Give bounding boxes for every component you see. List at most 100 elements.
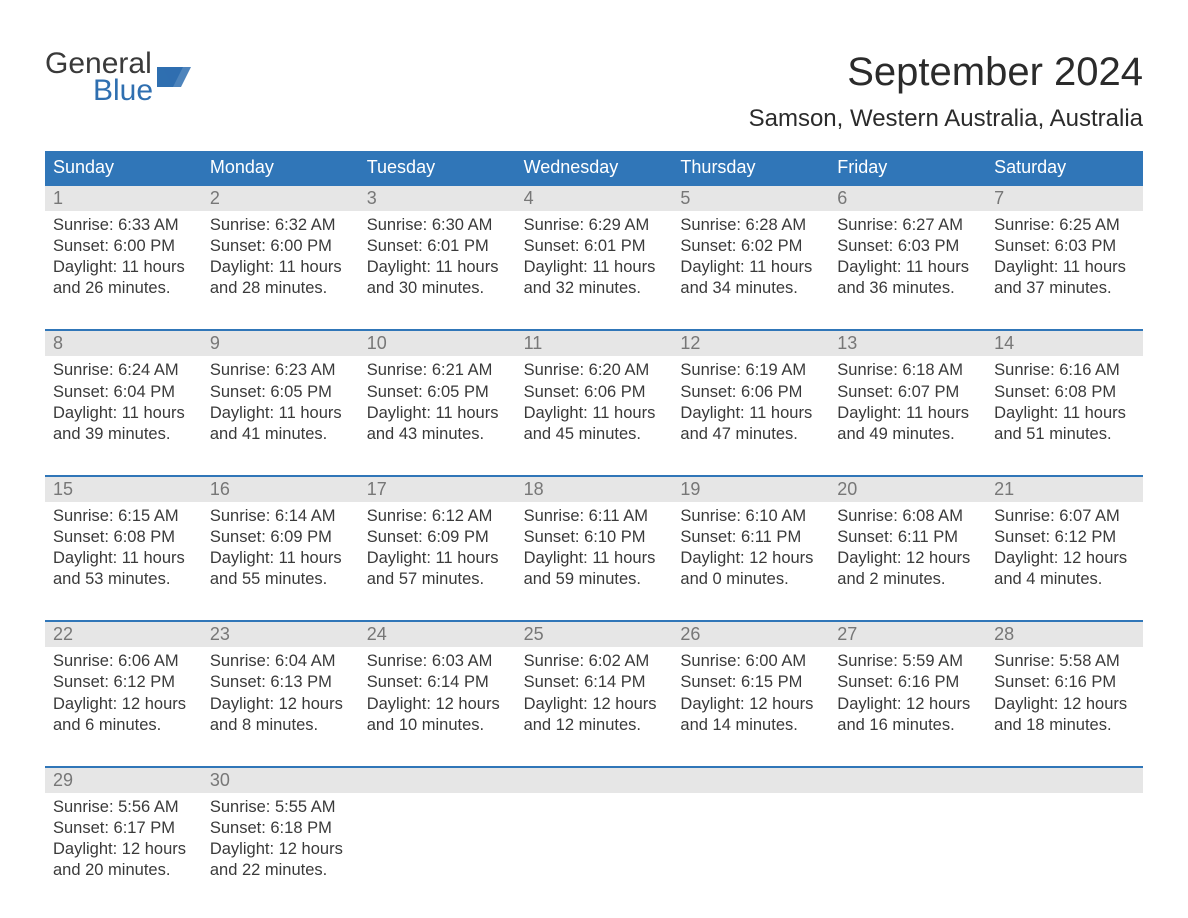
sunrise-text: Sunrise: 6:02 AM xyxy=(524,651,665,672)
daylight-text-line2: and 34 minutes. xyxy=(680,278,821,299)
day-cell: Sunrise: 6:33 AMSunset: 6:00 PMDaylight:… xyxy=(45,211,202,301)
day-number: 28 xyxy=(986,622,1143,647)
day-cell: Sunrise: 5:56 AMSunset: 6:17 PMDaylight:… xyxy=(45,793,202,883)
sunrise-text: Sunrise: 6:21 AM xyxy=(367,360,508,381)
week-row: 891011121314Sunrise: 6:24 AMSunset: 6:04… xyxy=(45,329,1143,446)
day-number: 7 xyxy=(986,186,1143,211)
day-number: 6 xyxy=(829,186,986,211)
daylight-text-line2: and 49 minutes. xyxy=(837,424,978,445)
weekday-header: Monday xyxy=(202,151,359,184)
sunset-text: Sunset: 6:04 PM xyxy=(53,382,194,403)
sunset-text: Sunset: 6:00 PM xyxy=(53,236,194,257)
day-cell xyxy=(829,793,986,883)
daylight-text-line1: Daylight: 12 hours xyxy=(53,694,194,715)
daylight-text-line1: Daylight: 11 hours xyxy=(837,403,978,424)
day-cell: Sunrise: 6:24 AMSunset: 6:04 PMDaylight:… xyxy=(45,356,202,446)
daylight-text-line1: Daylight: 12 hours xyxy=(367,694,508,715)
daylight-text-line1: Daylight: 12 hours xyxy=(994,694,1135,715)
day-cell: Sunrise: 6:21 AMSunset: 6:05 PMDaylight:… xyxy=(359,356,516,446)
sunset-text: Sunset: 6:00 PM xyxy=(210,236,351,257)
daynum-band: 15161718192021 xyxy=(45,477,1143,502)
sunrise-text: Sunrise: 6:14 AM xyxy=(210,506,351,527)
sunset-text: Sunset: 6:17 PM xyxy=(53,818,194,839)
day-number: 14 xyxy=(986,331,1143,356)
sunset-text: Sunset: 6:11 PM xyxy=(680,527,821,548)
day-cell: Sunrise: 5:59 AMSunset: 6:16 PMDaylight:… xyxy=(829,647,986,737)
daylight-text-line1: Daylight: 11 hours xyxy=(367,403,508,424)
day-number xyxy=(359,768,516,793)
day-number: 19 xyxy=(672,477,829,502)
daylight-text-line2: and 20 minutes. xyxy=(53,860,194,881)
daylight-text-line2: and 47 minutes. xyxy=(680,424,821,445)
day-number: 8 xyxy=(45,331,202,356)
day-number: 23 xyxy=(202,622,359,647)
daylight-text-line2: and 0 minutes. xyxy=(680,569,821,590)
sunset-text: Sunset: 6:09 PM xyxy=(210,527,351,548)
weekday-header: Friday xyxy=(829,151,986,184)
daylight-text-line2: and 2 minutes. xyxy=(837,569,978,590)
daylight-text-line2: and 39 minutes. xyxy=(53,424,194,445)
daylight-text-line1: Daylight: 11 hours xyxy=(210,257,351,278)
day-cell: Sunrise: 6:25 AMSunset: 6:03 PMDaylight:… xyxy=(986,211,1143,301)
sunrise-text: Sunrise: 6:00 AM xyxy=(680,651,821,672)
day-cell: Sunrise: 6:19 AMSunset: 6:06 PMDaylight:… xyxy=(672,356,829,446)
daylight-text-line1: Daylight: 12 hours xyxy=(210,839,351,860)
daylight-text-line1: Daylight: 11 hours xyxy=(994,257,1135,278)
day-cell: Sunrise: 6:16 AMSunset: 6:08 PMDaylight:… xyxy=(986,356,1143,446)
day-cell xyxy=(359,793,516,883)
daylight-text-line1: Daylight: 11 hours xyxy=(837,257,978,278)
logo-flag-icon xyxy=(157,65,191,92)
sunrise-text: Sunrise: 6:28 AM xyxy=(680,215,821,236)
daylight-text-line2: and 55 minutes. xyxy=(210,569,351,590)
daylight-text-line1: Daylight: 11 hours xyxy=(53,548,194,569)
sunrise-text: Sunrise: 6:03 AM xyxy=(367,651,508,672)
day-cell: Sunrise: 6:07 AMSunset: 6:12 PMDaylight:… xyxy=(986,502,1143,592)
daylight-text-line2: and 45 minutes. xyxy=(524,424,665,445)
daylight-text-line1: Daylight: 11 hours xyxy=(53,257,194,278)
day-number: 13 xyxy=(829,331,986,356)
daylight-text-line1: Daylight: 12 hours xyxy=(837,694,978,715)
daylight-text-line1: Daylight: 12 hours xyxy=(837,548,978,569)
sunrise-text: Sunrise: 6:12 AM xyxy=(367,506,508,527)
day-cell: Sunrise: 6:12 AMSunset: 6:09 PMDaylight:… xyxy=(359,502,516,592)
sunrise-text: Sunrise: 6:07 AM xyxy=(994,506,1135,527)
day-number: 10 xyxy=(359,331,516,356)
daylight-text-line2: and 59 minutes. xyxy=(524,569,665,590)
weekday-header: Tuesday xyxy=(359,151,516,184)
day-number xyxy=(986,768,1143,793)
sunset-text: Sunset: 6:10 PM xyxy=(524,527,665,548)
logo-text: General Blue xyxy=(45,50,153,104)
daylight-text-line2: and 53 minutes. xyxy=(53,569,194,590)
day-cell xyxy=(986,793,1143,883)
sunrise-text: Sunrise: 6:18 AM xyxy=(837,360,978,381)
sunrise-text: Sunrise: 6:04 AM xyxy=(210,651,351,672)
day-number: 2 xyxy=(202,186,359,211)
weekday-header: Thursday xyxy=(672,151,829,184)
title-block: September 2024 Samson, Western Australia… xyxy=(749,50,1143,133)
sunrise-text: Sunrise: 6:23 AM xyxy=(210,360,351,381)
weekday-header: Saturday xyxy=(986,151,1143,184)
day-cell: Sunrise: 6:28 AMSunset: 6:02 PMDaylight:… xyxy=(672,211,829,301)
sunset-text: Sunset: 6:05 PM xyxy=(210,382,351,403)
week-row: 15161718192021Sunrise: 6:15 AMSunset: 6:… xyxy=(45,475,1143,592)
daylight-text-line1: Daylight: 11 hours xyxy=(53,403,194,424)
sunrise-text: Sunrise: 6:10 AM xyxy=(680,506,821,527)
week-row: 22232425262728Sunrise: 6:06 AMSunset: 6:… xyxy=(45,620,1143,737)
sunrise-text: Sunrise: 6:06 AM xyxy=(53,651,194,672)
day-cell: Sunrise: 6:18 AMSunset: 6:07 PMDaylight:… xyxy=(829,356,986,446)
sunset-text: Sunset: 6:03 PM xyxy=(994,236,1135,257)
sunset-text: Sunset: 6:13 PM xyxy=(210,672,351,693)
week-row: 1234567Sunrise: 6:33 AMSunset: 6:00 PMDa… xyxy=(45,184,1143,301)
weekday-header-row: Sunday Monday Tuesday Wednesday Thursday… xyxy=(45,151,1143,184)
daylight-text-line2: and 43 minutes. xyxy=(367,424,508,445)
sunrise-text: Sunrise: 6:16 AM xyxy=(994,360,1135,381)
day-number: 29 xyxy=(45,768,202,793)
sunrise-text: Sunrise: 6:24 AM xyxy=(53,360,194,381)
daylight-text-line1: Daylight: 11 hours xyxy=(210,548,351,569)
location-subtitle: Samson, Western Australia, Australia xyxy=(749,105,1143,133)
day-cell: Sunrise: 6:00 AMSunset: 6:15 PMDaylight:… xyxy=(672,647,829,737)
day-number: 4 xyxy=(516,186,673,211)
day-number: 18 xyxy=(516,477,673,502)
daylight-text-line2: and 12 minutes. xyxy=(524,715,665,736)
sunrise-text: Sunrise: 6:27 AM xyxy=(837,215,978,236)
